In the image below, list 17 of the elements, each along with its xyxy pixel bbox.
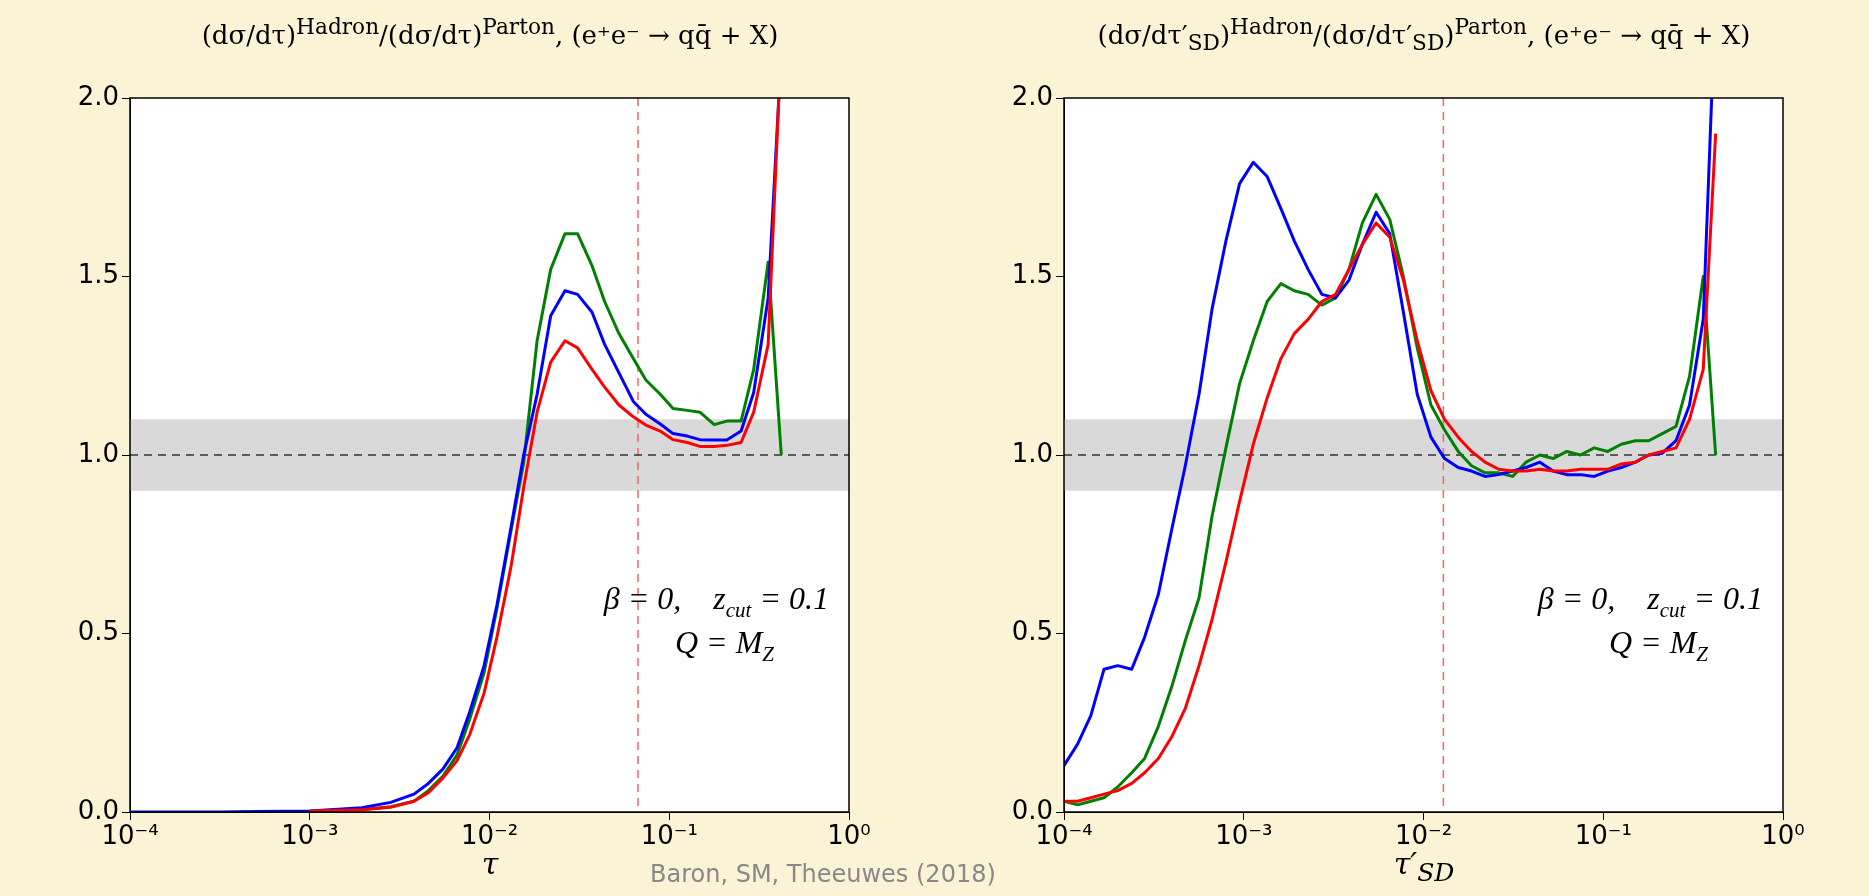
y-tick-label: 1.0 [77, 437, 119, 468]
x-tick-label: 10⁻³ [281, 820, 339, 851]
y-tick-label: 0.5 [77, 616, 119, 647]
chart-title: (dσ/dτ)$^{Hadron}$/(dσ/dτ)$^{Parton}$, (e⁺e⁻ → qq̄ + X) [200, 14, 780, 50]
y-tick-label: 1.5 [77, 259, 119, 290]
chart-title: (dσ/dτ′$_{SD}$)$^{Hadron}$/(dσ/dτ′$_{SD}$)$^{Parton}$, (e⁺e⁻ → qq̄ + X) [1097, 14, 1751, 55]
x-tick-label: 10⁰ [1761, 820, 1805, 851]
x-tick-label: 10⁻³ [1215, 820, 1273, 851]
y-tick-label: 0.5 [1011, 616, 1053, 647]
x-tick-label: 10⁻¹ [640, 820, 698, 851]
y-tick-label: 2.0 [77, 80, 119, 111]
y-tick-label: 1.5 [1011, 259, 1053, 290]
y-tick-label: 1.0 [1011, 437, 1053, 468]
x-tick-label: 10⁻¹ [1574, 820, 1632, 851]
text: Baron, SM, Theeuwes (2018) [650, 860, 996, 888]
y-tick-label: 2.0 [1011, 80, 1053, 111]
x-tick-label: 10⁰ [827, 820, 871, 851]
